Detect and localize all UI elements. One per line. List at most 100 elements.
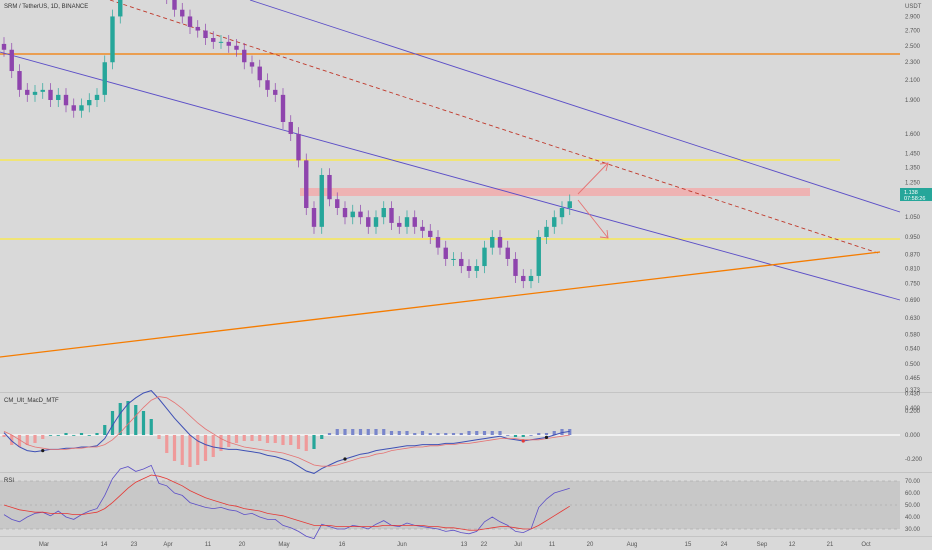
candle[interactable] [87, 93, 92, 113]
candle[interactable] [79, 98, 84, 118]
macd-axis[interactable]: 0.373 0.200 0.000 -0.200 [905, 388, 923, 463]
candle[interactable] [373, 210, 379, 234]
macd-histogram-bar [165, 435, 169, 453]
candle[interactable] [172, 0, 177, 17]
candle[interactable] [381, 201, 386, 225]
macd-histogram-bar [529, 435, 533, 436]
candle[interactable] [443, 240, 448, 266]
last-price-tag[interactable]: 1.138 07:58:26 [900, 188, 932, 202]
candle[interactable] [288, 115, 293, 141]
candle[interactable] [273, 83, 278, 102]
candle[interactable] [358, 204, 363, 225]
price-tick-label: 0.950 [905, 235, 921, 241]
candle[interactable] [482, 240, 487, 274]
candle[interactable] [397, 216, 402, 234]
candle[interactable] [180, 2, 185, 24]
candle[interactable] [521, 269, 526, 289]
candle[interactable] [451, 252, 456, 266]
macd-histogram[interactable] [2, 401, 572, 467]
candle[interactable] [203, 23, 208, 46]
candle[interactable] [226, 35, 231, 53]
time-tick-label: 11 [205, 542, 212, 548]
candle[interactable] [513, 252, 518, 283]
candle[interactable] [366, 210, 371, 234]
candle[interactable] [165, 0, 169, 5]
candle[interactable] [412, 210, 417, 234]
candle[interactable] [335, 192, 340, 216]
candle[interactable] [474, 259, 479, 278]
candle[interactable] [234, 38, 239, 57]
rsi-axis[interactable]: 70.00 60.00 50.00 40.00 30.00 [905, 479, 921, 533]
candle[interactable] [265, 73, 270, 97]
candle[interactable] [420, 220, 425, 238]
candle[interactable] [528, 269, 534, 289]
candlestick-series[interactable] [1, 0, 572, 289]
candle[interactable] [435, 230, 441, 255]
candle[interactable] [211, 31, 216, 49]
rsi-line[interactable] [3, 464, 570, 540]
candle[interactable] [319, 168, 324, 234]
rsi-ma-line[interactable] [3, 474, 570, 531]
price-axis[interactable]: 2.900 2.700 2.500 2.300 2.100 1.900 1.600 1.450… [905, 14, 921, 411]
macd-histogram-bar [568, 429, 572, 435]
channel-upper-line[interactable] [249, 0, 901, 213]
candle[interactable] [459, 252, 464, 274]
macd-histogram-bar [95, 433, 99, 435]
candle[interactable] [32, 85, 38, 102]
price-axis-panel[interactable] [900, 0, 932, 550]
candle[interactable] [389, 201, 394, 230]
candle[interactable] [280, 88, 286, 130]
macd-histogram-bar [234, 435, 239, 443]
candle[interactable] [218, 35, 224, 49]
candle[interactable] [1, 37, 7, 57]
projection-arrow-up[interactable] [577, 162, 609, 195]
projection-arrow-down[interactable] [577, 199, 609, 239]
candle[interactable] [187, 9, 193, 34]
candle[interactable] [350, 204, 355, 225]
candle[interactable] [536, 230, 541, 283]
candle[interactable] [327, 168, 332, 207]
time-tick-label: 24 [721, 542, 728, 548]
candle[interactable] [559, 201, 565, 225]
candle[interactable] [311, 201, 317, 234]
candle[interactable] [94, 88, 100, 108]
candle[interactable] [342, 201, 348, 225]
candle[interactable] [257, 59, 262, 88]
ascending-support-line[interactable] [0, 251, 881, 358]
time-axis[interactable]: Mar 14 23 Apr 11 20 May 16 Jun 13 22 Jul 11 20 Aug 15 24… [39, 542, 871, 548]
candle[interactable] [466, 259, 472, 278]
candle[interactable] [505, 240, 510, 266]
channel-lower-line[interactable] [0, 51, 901, 301]
candle[interactable] [48, 83, 53, 108]
candle[interactable] [497, 230, 503, 255]
macd-histogram-bar [149, 419, 153, 435]
candle[interactable] [40, 83, 45, 99]
candle[interactable] [552, 210, 557, 234]
dashed-trendline[interactable] [109, 0, 879, 254]
candle[interactable] [242, 42, 247, 70]
macd-histogram-bar [103, 425, 107, 435]
candle[interactable] [304, 153, 309, 216]
candle[interactable] [110, 9, 115, 70]
resistance-zone[interactable] [300, 188, 810, 196]
price-tick-label: 1.900 [905, 98, 921, 104]
candle[interactable] [195, 20, 200, 38]
candle[interactable] [118, 0, 123, 24]
candle[interactable] [567, 194, 572, 216]
candle[interactable] [71, 98, 76, 118]
candle[interactable] [56, 88, 61, 108]
candle[interactable] [428, 224, 433, 245]
candle[interactable] [296, 127, 301, 168]
candle[interactable] [102, 55, 107, 102]
candle[interactable] [63, 88, 69, 113]
candle[interactable] [9, 42, 14, 79]
candle[interactable] [404, 210, 410, 234]
candle[interactable] [544, 220, 549, 245]
candle[interactable] [490, 230, 495, 255]
macd-line[interactable] [3, 390, 570, 474]
candle[interactable] [249, 55, 255, 74]
macd-signal-line[interactable] [3, 396, 570, 467]
candle[interactable] [17, 64, 22, 97]
candle[interactable] [25, 83, 30, 102]
